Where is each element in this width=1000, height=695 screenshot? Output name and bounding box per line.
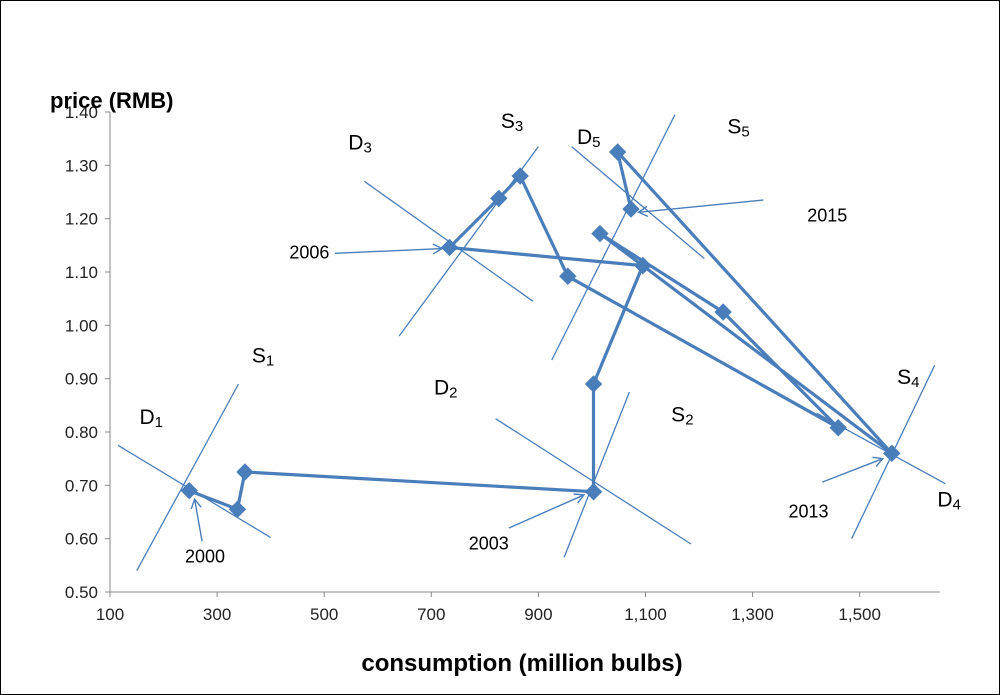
supply-curve-label-1: S1 bbox=[252, 345, 274, 370]
x-tick-label: 1,100 bbox=[624, 605, 667, 624]
data-point bbox=[608, 143, 627, 161]
data-point bbox=[228, 500, 247, 519]
y-tick-label: 1.10 bbox=[65, 263, 98, 282]
data-point bbox=[714, 303, 732, 321]
year-label-2006: 2006 bbox=[289, 243, 329, 263]
data-point bbox=[559, 267, 577, 285]
arrow-2006 bbox=[334, 243, 444, 255]
data-point bbox=[584, 483, 603, 501]
x-axis-label: consumption (million bulbs) bbox=[361, 650, 682, 677]
arrow-2015 bbox=[637, 199, 764, 218]
demand-curve-label-2: D2 bbox=[434, 377, 458, 402]
data-series bbox=[180, 143, 901, 519]
data-point bbox=[236, 463, 254, 481]
y-tick-label: 1.40 bbox=[65, 103, 98, 122]
data-point bbox=[490, 189, 508, 208]
y-tick-label: 1.20 bbox=[65, 210, 98, 229]
year-label-2015: 2015 bbox=[807, 205, 847, 225]
x-tick-label: 100 bbox=[96, 605, 124, 624]
year-annotations: 2000 2003 2006 2013 2015 bbox=[185, 199, 885, 567]
y-tick-label: 0.80 bbox=[65, 423, 98, 442]
supply-curve-label-4: S4 bbox=[897, 366, 919, 391]
x-tick-label: 700 bbox=[417, 605, 445, 624]
year-label-2013: 2013 bbox=[788, 501, 828, 521]
data-point bbox=[440, 238, 459, 257]
data-point bbox=[511, 167, 529, 185]
x-tick-label: 1,500 bbox=[838, 605, 881, 624]
supply-curve-1 bbox=[136, 383, 240, 571]
y-tick-label: 0.60 bbox=[65, 530, 98, 549]
demand-curve-label-3: D3 bbox=[348, 131, 372, 156]
axes: 0.50 0.60 0.70 0.80 0.90 1.00 1.10 1.20 1.30 1.40… bbox=[65, 103, 940, 624]
y-tick-label: 1.30 bbox=[65, 156, 98, 175]
data-point bbox=[829, 419, 847, 437]
demand-curve-5 bbox=[571, 146, 705, 260]
supply-curve-label-3: S3 bbox=[501, 110, 523, 135]
demand-curve-label-4: D4 bbox=[937, 489, 961, 514]
supply-curve-label-2: S2 bbox=[671, 403, 693, 428]
demand-curve-label-5: D5 bbox=[577, 126, 601, 151]
supply-curve-2 bbox=[563, 391, 631, 558]
supply-curve-5 bbox=[551, 114, 676, 361]
supply-demand-curves: S1 D1 S2 D2 S3 D3 S4 D4 S5 D5 bbox=[117, 110, 961, 571]
y-tick-label: 0.70 bbox=[65, 476, 98, 495]
data-point bbox=[180, 481, 198, 500]
x-tick-label: 300 bbox=[203, 605, 231, 624]
data-point bbox=[634, 256, 652, 275]
data-point bbox=[622, 200, 640, 218]
data-point bbox=[591, 224, 609, 243]
x-tick-label: 1,300 bbox=[731, 605, 774, 624]
arrow-2013 bbox=[821, 456, 885, 483]
x-tick-label: 900 bbox=[524, 605, 552, 624]
y-tick-label: 1.00 bbox=[65, 316, 98, 335]
data-point bbox=[883, 444, 901, 463]
y-axis-label: price (RMB) bbox=[50, 88, 173, 113]
year-label-2000: 2000 bbox=[185, 547, 225, 567]
data-point bbox=[584, 375, 603, 393]
y-ticks: 0.50 0.60 0.70 0.80 0.90 1.00 1.10 1.20 1.30 1.40 bbox=[65, 103, 110, 602]
arrow-2000 bbox=[190, 497, 203, 542]
arrow-2003 bbox=[508, 493, 586, 529]
x-tick-label: 500 bbox=[310, 605, 338, 624]
series-line-0 bbox=[188, 150, 894, 511]
y-tick-label: 0.50 bbox=[65, 583, 98, 602]
demand-curve-label-1: D1 bbox=[139, 406, 163, 431]
x-ticks: 100 300 500 700 900 1,100 1,300 1,500 bbox=[96, 592, 881, 624]
supply-curve-label-5: S5 bbox=[727, 115, 749, 140]
y-tick-label: 0.90 bbox=[65, 370, 98, 389]
year-label-2003: 2003 bbox=[469, 533, 509, 553]
